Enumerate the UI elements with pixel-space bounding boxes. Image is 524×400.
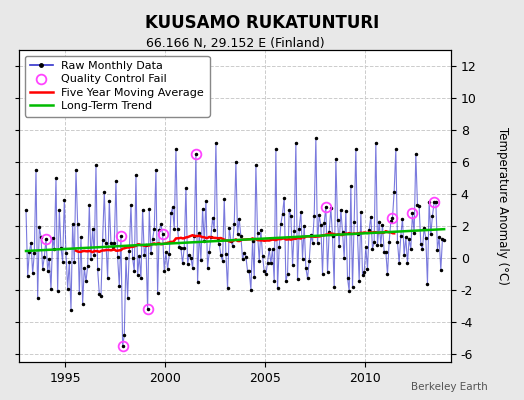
Legend: Raw Monthly Data, Quality Control Fail, Five Year Moving Average, Long-Term Tren: Raw Monthly Data, Quality Control Fail, … [25, 56, 210, 117]
Text: Berkeley Earth: Berkeley Earth [411, 382, 487, 392]
Y-axis label: Temperature Anomaly (°C): Temperature Anomaly (°C) [496, 127, 509, 285]
Text: KUUSAMO RUKATUNTURI: KUUSAMO RUKATUNTURI [145, 14, 379, 32]
Title: 66.166 N, 29.152 E (Finland): 66.166 N, 29.152 E (Finland) [146, 37, 324, 50]
